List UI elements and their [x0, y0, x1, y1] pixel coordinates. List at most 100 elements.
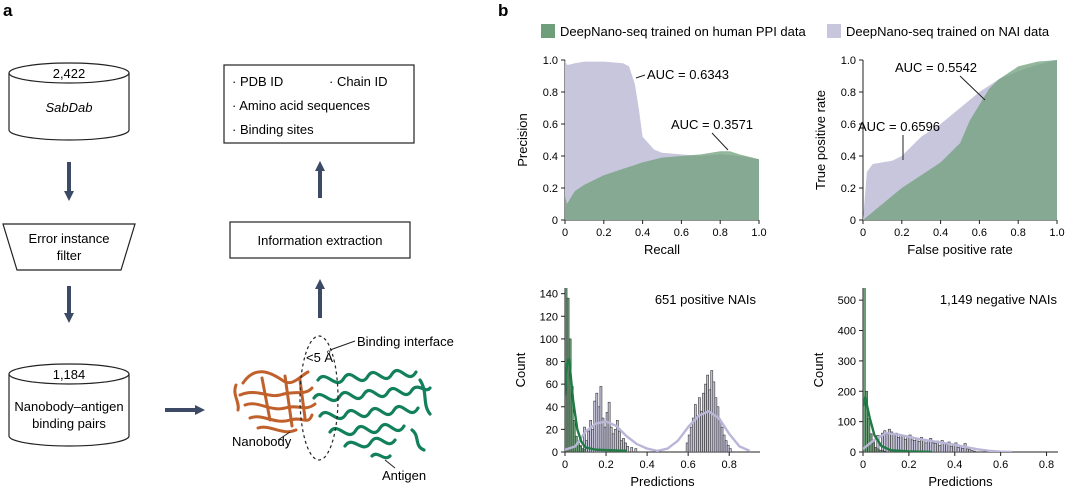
- bar-nai: [945, 444, 949, 452]
- bar-nai: [704, 383, 707, 452]
- x-axis-label: Recall: [644, 242, 680, 257]
- bar-ppi: [874, 447, 878, 452]
- bar-nai: [626, 446, 629, 452]
- bar-nai: [926, 440, 930, 452]
- bar-nai: [698, 397, 701, 452]
- bar-ppi: [883, 451, 887, 452]
- bar-nai: [933, 443, 937, 452]
- pairs-count: 1,184: [53, 367, 86, 382]
- y-tick-label: 0.6: [841, 119, 856, 131]
- y-tick-label: 40: [546, 402, 558, 414]
- y-axis-label: Precision: [515, 113, 530, 166]
- plot-area: [863, 288, 1013, 452]
- bar-nai: [714, 397, 718, 452]
- bar-nai: [583, 426, 586, 452]
- extraction-box: Information extraction: [229, 221, 411, 259]
- y-tick-label: 0.4: [543, 151, 558, 163]
- x-tick-label: 0.4: [933, 227, 948, 239]
- pairs-label-line2: binding pairs: [32, 416, 106, 431]
- x-tick-label: 0: [562, 227, 568, 239]
- interface-leader: [329, 340, 356, 351]
- bar-ppi: [579, 446, 582, 452]
- bar-nai: [972, 450, 976, 452]
- bar-nai: [718, 420, 722, 452]
- y-axis-label: True positive rate: [813, 90, 828, 190]
- x-tick-label: 0.4: [635, 227, 650, 239]
- x-axis-label: Predictions: [630, 474, 695, 489]
- pairs-label-line1: Nanobody–antigen: [14, 399, 123, 414]
- bar-nai: [724, 440, 728, 452]
- nanobody-ribbon: [233, 370, 317, 434]
- bar-nai: [968, 449, 972, 452]
- bar-nai: [720, 426, 724, 452]
- y-tick-label: 0: [552, 215, 558, 227]
- bar-nai: [706, 374, 709, 452]
- bar-nai: [901, 435, 905, 452]
- y-tick-label: 80: [546, 357, 558, 369]
- bar-nai: [906, 436, 910, 452]
- auc-annotation: AUC = 0.6596: [858, 119, 940, 134]
- distance-label: <5 Å: [306, 350, 333, 365]
- x-axis-label: Predictions: [928, 474, 993, 489]
- bar-nai: [609, 426, 613, 452]
- bar-nai: [728, 448, 732, 452]
- bar-nai: [716, 406, 720, 452]
- bar-nai: [915, 438, 919, 452]
- bar-nai: [899, 434, 903, 452]
- x-tick-label: 0.2: [598, 459, 613, 471]
- bar-nai: [634, 448, 638, 452]
- x-tick-label: 0.6: [681, 459, 696, 471]
- antigen-label: Antigen: [382, 468, 426, 483]
- bar-nai: [970, 450, 974, 452]
- bar-nai: [613, 429, 617, 452]
- bar-nai: [605, 412, 609, 452]
- bar-nai: [917, 441, 921, 452]
- info-box: · PDB ID · Chain ID · Amino acid sequenc…: [223, 64, 415, 144]
- y-tick-label: 0.8: [841, 87, 856, 99]
- x-tick-label: 0.2: [894, 227, 909, 239]
- area-ppi: [565, 151, 759, 220]
- filter-label-line1: Error instance: [29, 231, 110, 246]
- plot-area: [863, 60, 1057, 220]
- kde-nai: [863, 431, 1013, 452]
- y-tick-label: 200: [838, 386, 856, 398]
- kde-ppi: [565, 358, 627, 452]
- auc-annotation: AUC = 0.5542: [895, 60, 977, 75]
- y-tick-label: 120: [540, 311, 558, 323]
- x-tick-label: 0.2: [901, 459, 916, 471]
- filter-label-line2: filter: [57, 248, 82, 263]
- bar-nai: [922, 439, 926, 452]
- y-tick-label: 0.8: [543, 87, 558, 99]
- x-tick-label: 1.0: [751, 227, 766, 239]
- bar-nai: [630, 447, 634, 452]
- x-tick-label: 0.8: [1039, 459, 1054, 471]
- bar-nai: [599, 386, 603, 452]
- bar-nai: [685, 442, 689, 452]
- nanobody-leader: [277, 431, 291, 441]
- info-binding-sites: · Binding sites: [232, 122, 314, 137]
- x-tick-label: 0: [860, 227, 866, 239]
- x-tick-label: 0.8: [722, 459, 737, 471]
- auc-leader: [711, 132, 729, 151]
- auc-annotation: AUC = 0.3571: [671, 117, 753, 132]
- bar-nai: [931, 442, 935, 452]
- x-tick-label: 0.8: [713, 227, 728, 239]
- bar-nai: [603, 426, 607, 452]
- bar-ppi: [876, 448, 880, 452]
- sabdab-database: 2,422 SabDab: [8, 62, 130, 141]
- nanobody-label: Nanobody: [232, 434, 292, 449]
- bar-ppi: [863, 288, 866, 452]
- y-tick-label: 140: [540, 289, 558, 301]
- y-tick-label: 0.2: [841, 183, 856, 195]
- x-tick-label: 0.6: [993, 459, 1008, 471]
- bar-nai: [726, 444, 730, 452]
- x-tick-label: 0.4: [639, 459, 654, 471]
- y-tick-label: 400: [838, 326, 856, 338]
- bar-nai: [689, 426, 693, 452]
- binding-interface-ellipse: [299, 335, 339, 461]
- x-tick-label: 0.6: [674, 227, 689, 239]
- antigen-ribbon: [312, 369, 432, 460]
- x-tick-label: 1.0: [1049, 227, 1064, 239]
- y-tick-label: 0: [850, 447, 856, 459]
- panel-a-label: a: [3, 1, 13, 20]
